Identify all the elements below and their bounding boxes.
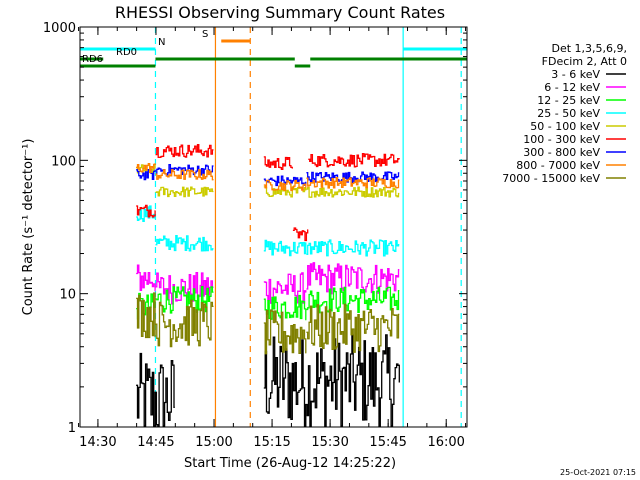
flag-label: N xyxy=(158,37,165,48)
legend-entry-label: 6 - 12 keV xyxy=(544,81,600,94)
x-tick-label: 15:30 xyxy=(311,435,348,450)
series-trace xyxy=(308,153,400,168)
plot-area: N S RD0 RD6 xyxy=(80,27,467,427)
legend-header-line-2: FDecim 2, Att 0 xyxy=(542,55,627,68)
chart-title: RHESSI Observing Summary Count Rates xyxy=(115,3,445,22)
series-trace xyxy=(263,239,307,257)
series-trace xyxy=(136,352,175,427)
series-0 xyxy=(136,334,400,427)
series-trace xyxy=(306,303,400,353)
series-trace xyxy=(136,163,156,174)
legend-entry-label: 7000 - 15000 keV xyxy=(502,172,600,185)
legend-header-line-1: Det 1,3,5,6,9, xyxy=(551,42,627,55)
series-trace xyxy=(136,292,156,339)
flag-label: RD0 xyxy=(116,47,137,58)
series-trace xyxy=(136,292,156,320)
x-axis-label: Start Time (26-Aug-12 14:25:22) xyxy=(184,456,396,471)
series-trace xyxy=(306,177,400,189)
series-trace xyxy=(136,264,156,292)
legend-entry-label: 800 - 7000 keV xyxy=(516,159,600,172)
y-tick-label: 1000 xyxy=(43,21,76,36)
series-trace xyxy=(155,144,214,159)
legend-entry-label: 3 - 6 keV xyxy=(551,68,600,81)
legend-entry-label: 50 - 100 keV xyxy=(530,120,600,133)
series-5 xyxy=(136,144,400,242)
series-trace xyxy=(306,286,400,314)
series-trace xyxy=(306,239,400,257)
series-trace xyxy=(292,227,309,242)
series-trace xyxy=(263,272,307,304)
series-trace xyxy=(155,169,214,181)
x-tick-label: 14:30 xyxy=(79,435,116,450)
legend-entry-label: 25 - 50 keV xyxy=(537,107,600,120)
series-trace xyxy=(306,262,400,295)
series-trace xyxy=(136,205,156,222)
series-2 xyxy=(136,285,400,321)
x-tick-label: 14:45 xyxy=(137,435,174,450)
y-tick-label: 10 xyxy=(59,288,76,303)
series-3 xyxy=(136,205,400,257)
series-trace xyxy=(155,234,214,252)
plot-frame xyxy=(79,26,468,428)
x-tick-label: 15:00 xyxy=(195,435,232,450)
legend: Det 1,3,5,6,9, FDecim 2, Att 0 3 - 6 keV… xyxy=(502,42,627,185)
series-trace xyxy=(136,169,156,181)
x-tick-label: 16:00 xyxy=(427,435,464,450)
x-tick-label: 15:15 xyxy=(253,435,290,450)
series-trace xyxy=(155,285,214,314)
series-trace xyxy=(136,204,156,218)
y-axis-label: Count Rate (s⁻¹ detector⁻¹) xyxy=(21,139,36,316)
series-trace xyxy=(263,175,307,187)
legend-entry-label: 300 - 800 keV xyxy=(523,146,600,159)
flag-label: S xyxy=(202,29,208,40)
series-trace xyxy=(263,294,307,321)
series-trace xyxy=(263,179,307,192)
series-1 xyxy=(136,262,400,305)
series-trace xyxy=(155,186,214,198)
series-trace xyxy=(155,272,214,305)
series-trace xyxy=(155,299,214,348)
series-8 xyxy=(136,292,400,355)
x-tick-label: 15:45 xyxy=(369,435,406,450)
flag-label: RD6 xyxy=(82,54,103,65)
footer-date: 25-Oct-2021 07:15 xyxy=(560,468,636,477)
series-trace xyxy=(263,334,400,427)
legend-entry-label: 100 - 300 keV xyxy=(523,133,600,146)
series-trace xyxy=(306,186,400,198)
series-7 xyxy=(136,163,400,192)
y-tick-label: 1 xyxy=(68,421,76,436)
y-tick-label: 100 xyxy=(51,154,76,169)
series-trace xyxy=(263,156,293,171)
legend-entry-label: 12 - 25 keV xyxy=(537,94,600,107)
series-trace xyxy=(263,309,307,355)
